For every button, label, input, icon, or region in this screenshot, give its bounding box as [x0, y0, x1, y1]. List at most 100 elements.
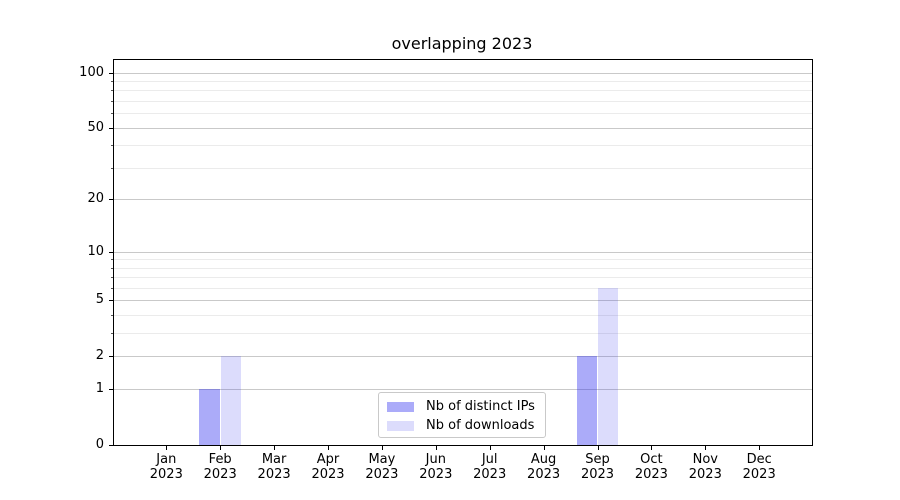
x-tick-mark — [381, 446, 383, 450]
gridline-minor — [114, 81, 812, 82]
x-tick-mark — [220, 446, 222, 450]
x-tick-label: Apr 2023 — [298, 452, 358, 482]
y-tick-label: 1 — [95, 381, 104, 397]
chart-title: overlapping 2023 — [391, 34, 533, 53]
y-minor-tick-mark — [111, 315, 113, 317]
gridline-minor — [114, 145, 812, 147]
y-tick-mark — [109, 199, 113, 201]
gridline-major — [114, 389, 812, 391]
y-minor-tick-mark — [111, 81, 113, 82]
gridline-minor — [114, 267, 812, 269]
x-tick-month: Apr — [316, 452, 340, 467]
y-tick-mark — [109, 127, 113, 129]
x-tick-month: Aug — [530, 452, 557, 467]
y-minor-tick-mark — [111, 277, 113, 279]
x-tick-mark — [759, 446, 761, 450]
y-tick-mark — [109, 445, 113, 446]
gridline-minor — [114, 259, 812, 261]
x-tick-mark — [543, 446, 545, 450]
x-tick-year: 2023 — [473, 467, 507, 482]
legend-swatch-distinct-ips — [387, 401, 414, 412]
x-tick-month: Feb — [208, 452, 232, 467]
x-tick-month: Dec — [746, 452, 772, 467]
x-tick-year: 2023 — [419, 467, 453, 482]
legend-item-downloads: Nb of downloads — [387, 416, 537, 435]
y-minor-tick-mark — [111, 167, 113, 169]
x-tick-year: 2023 — [257, 467, 291, 482]
x-tick-year: 2023 — [634, 467, 668, 482]
legend-swatch-downloads — [387, 420, 414, 431]
x-tick-mark — [274, 446, 276, 450]
x-tick-label: Oct 2023 — [621, 452, 681, 482]
y-tick-label: 5 — [95, 292, 104, 308]
x-tick-month: Jul — [481, 452, 498, 467]
x-tick-label: Feb 2023 — [190, 452, 250, 482]
legend-label-distinct-ips: Nb of distinct IPs — [426, 398, 535, 414]
x-tick-year: 2023 — [742, 467, 776, 482]
bar-distinct-ips — [576, 356, 598, 445]
x-tick-month: Sep — [585, 452, 610, 467]
x-tick-label: May 2023 — [352, 452, 412, 482]
x-tick-month: Oct — [640, 452, 663, 467]
gridline-minor — [114, 101, 812, 103]
gridline-major — [114, 251, 812, 253]
gridline-major — [114, 199, 812, 201]
y-tick-label: 10 — [87, 243, 104, 259]
gridline-minor — [114, 167, 812, 169]
y-tick-label: 2 — [95, 348, 104, 364]
x-tick-label: Mar 2023 — [244, 452, 304, 482]
x-tick-year: 2023 — [527, 467, 561, 482]
y-tick-label: 0 — [95, 437, 104, 452]
gridline-major — [114, 127, 812, 129]
y-minor-tick-mark — [111, 259, 113, 261]
legend-item-distinct-ips: Nb of distinct IPs — [387, 397, 537, 416]
x-tick-mark — [328, 446, 329, 450]
y-minor-tick-mark — [111, 101, 113, 103]
x-tick-month: May — [368, 452, 396, 467]
y-tick-label: 50 — [87, 119, 104, 135]
x-tick-mark — [166, 446, 168, 450]
bar-distinct-ips — [199, 389, 220, 445]
y-tick-label: 100 — [79, 64, 104, 80]
x-tick-mark — [705, 446, 707, 450]
x-tick-label: Dec 2023 — [729, 452, 789, 482]
x-tick-mark — [651, 446, 653, 450]
x-tick-year: 2023 — [365, 467, 399, 482]
gridline-minor — [114, 277, 812, 279]
y-minor-tick-mark — [111, 145, 113, 147]
y-tick-mark — [109, 72, 113, 74]
gridline-minor — [114, 315, 812, 317]
x-tick-year: 2023 — [688, 467, 722, 482]
x-tick-month: Nov — [692, 452, 718, 467]
x-tick-year: 2023 — [149, 467, 183, 482]
x-tick-month: Jun — [425, 452, 446, 467]
plot-area: 0 1 2 5 10 20 50 100 Jan 2023 Feb 2023 Mar 2023 Apr 202… — [79, 59, 813, 482]
gridline-major — [114, 356, 812, 358]
gridline-major — [114, 72, 812, 74]
x-tick-year: 2023 — [311, 467, 345, 482]
x-tick-month: Mar — [261, 452, 287, 467]
x-tick-label: Jan 2023 — [136, 452, 196, 482]
gridline-minor — [114, 90, 812, 92]
gridline-minor — [114, 113, 812, 115]
x-tick-mark — [489, 446, 491, 450]
y-minor-tick-mark — [111, 287, 113, 289]
x-tick-label: Nov 2023 — [675, 452, 735, 482]
y-tick-mark — [109, 389, 113, 391]
gridline-major — [114, 300, 812, 302]
x-tick-label: Jul 2023 — [460, 452, 520, 482]
bar-downloads — [597, 287, 619, 445]
x-tick-mark — [435, 446, 437, 450]
legend: Nb of distinct IPs Nb of downloads — [378, 392, 546, 438]
y-minor-tick-mark — [111, 90, 113, 92]
gridline-minor — [114, 287, 812, 289]
y-tick-mark — [109, 356, 113, 358]
y-minor-tick-mark — [111, 333, 113, 335]
x-tick-month: Jan — [156, 452, 177, 467]
y-minor-tick-mark — [111, 267, 113, 269]
x-tick-mark — [597, 446, 599, 450]
y-tick-label: 20 — [87, 191, 104, 207]
y-tick-mark — [109, 300, 113, 302]
x-tick-label: Jun 2023 — [406, 452, 466, 482]
